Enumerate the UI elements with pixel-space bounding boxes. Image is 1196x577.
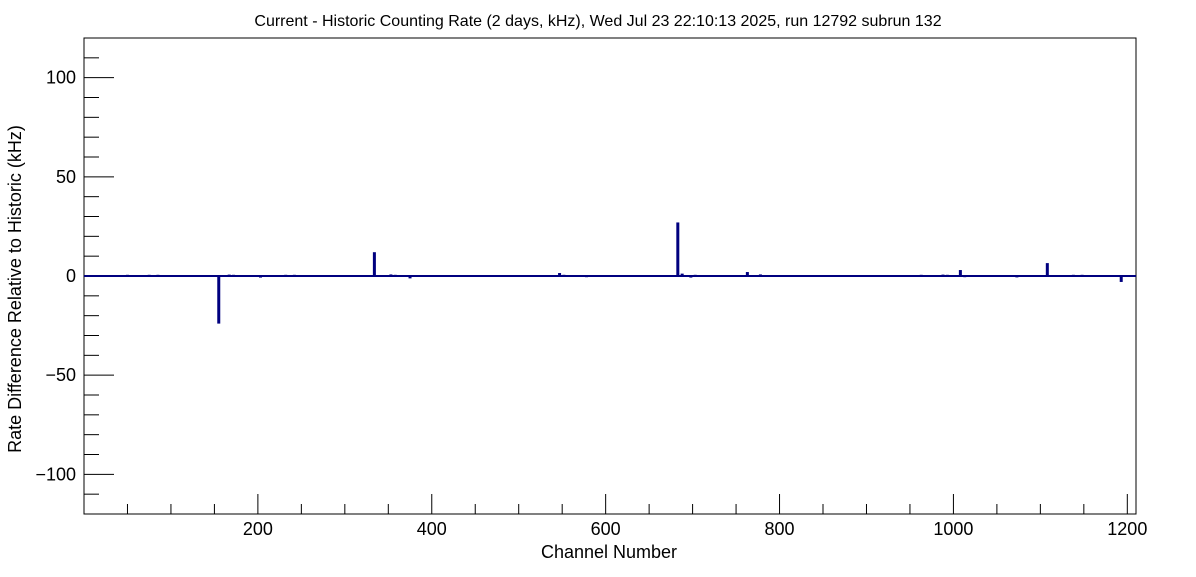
- y-tick-label: 0: [66, 266, 76, 286]
- data-bar: [1119, 276, 1123, 282]
- y-tick-label: 100: [46, 68, 76, 88]
- x-tick-label: 800: [765, 519, 795, 539]
- data-bar: [558, 273, 562, 276]
- chart-title: Current - Historic Counting Rate (2 days…: [254, 13, 941, 30]
- x-tick-label: 400: [417, 519, 447, 539]
- y-tick-label: 50: [56, 167, 76, 187]
- y-axis-ticks: −100 −50 0 50 100: [35, 68, 114, 484]
- y-tick-label: −100: [35, 464, 76, 484]
- x-axis-minor-ticks: [126, 504, 1085, 514]
- x-axis-label: Channel Number: [541, 542, 677, 562]
- x-tick-label: 600: [591, 519, 621, 539]
- data-bars: [125, 222, 1123, 324]
- x-tick-label: 200: [243, 519, 273, 539]
- x-tick-label: 1200: [1107, 519, 1147, 539]
- x-axis-ticks: 200 400 600 800 1000 1200: [243, 494, 1147, 539]
- data-bar: [745, 272, 749, 276]
- x-tick-label: 1000: [933, 519, 973, 539]
- data-bar: [217, 276, 221, 324]
- data-bar: [680, 273, 684, 276]
- y-axis-label: Rate Difference Relative to Historic (kH…: [5, 125, 25, 453]
- y-tick-label: −50: [45, 365, 76, 385]
- data-bar: [676, 222, 680, 276]
- data-bar: [1045, 263, 1049, 276]
- data-bar: [408, 276, 412, 279]
- data-bar: [372, 252, 376, 276]
- y-axis-minor-ticks: [84, 57, 99, 495]
- data-bar: [958, 270, 962, 276]
